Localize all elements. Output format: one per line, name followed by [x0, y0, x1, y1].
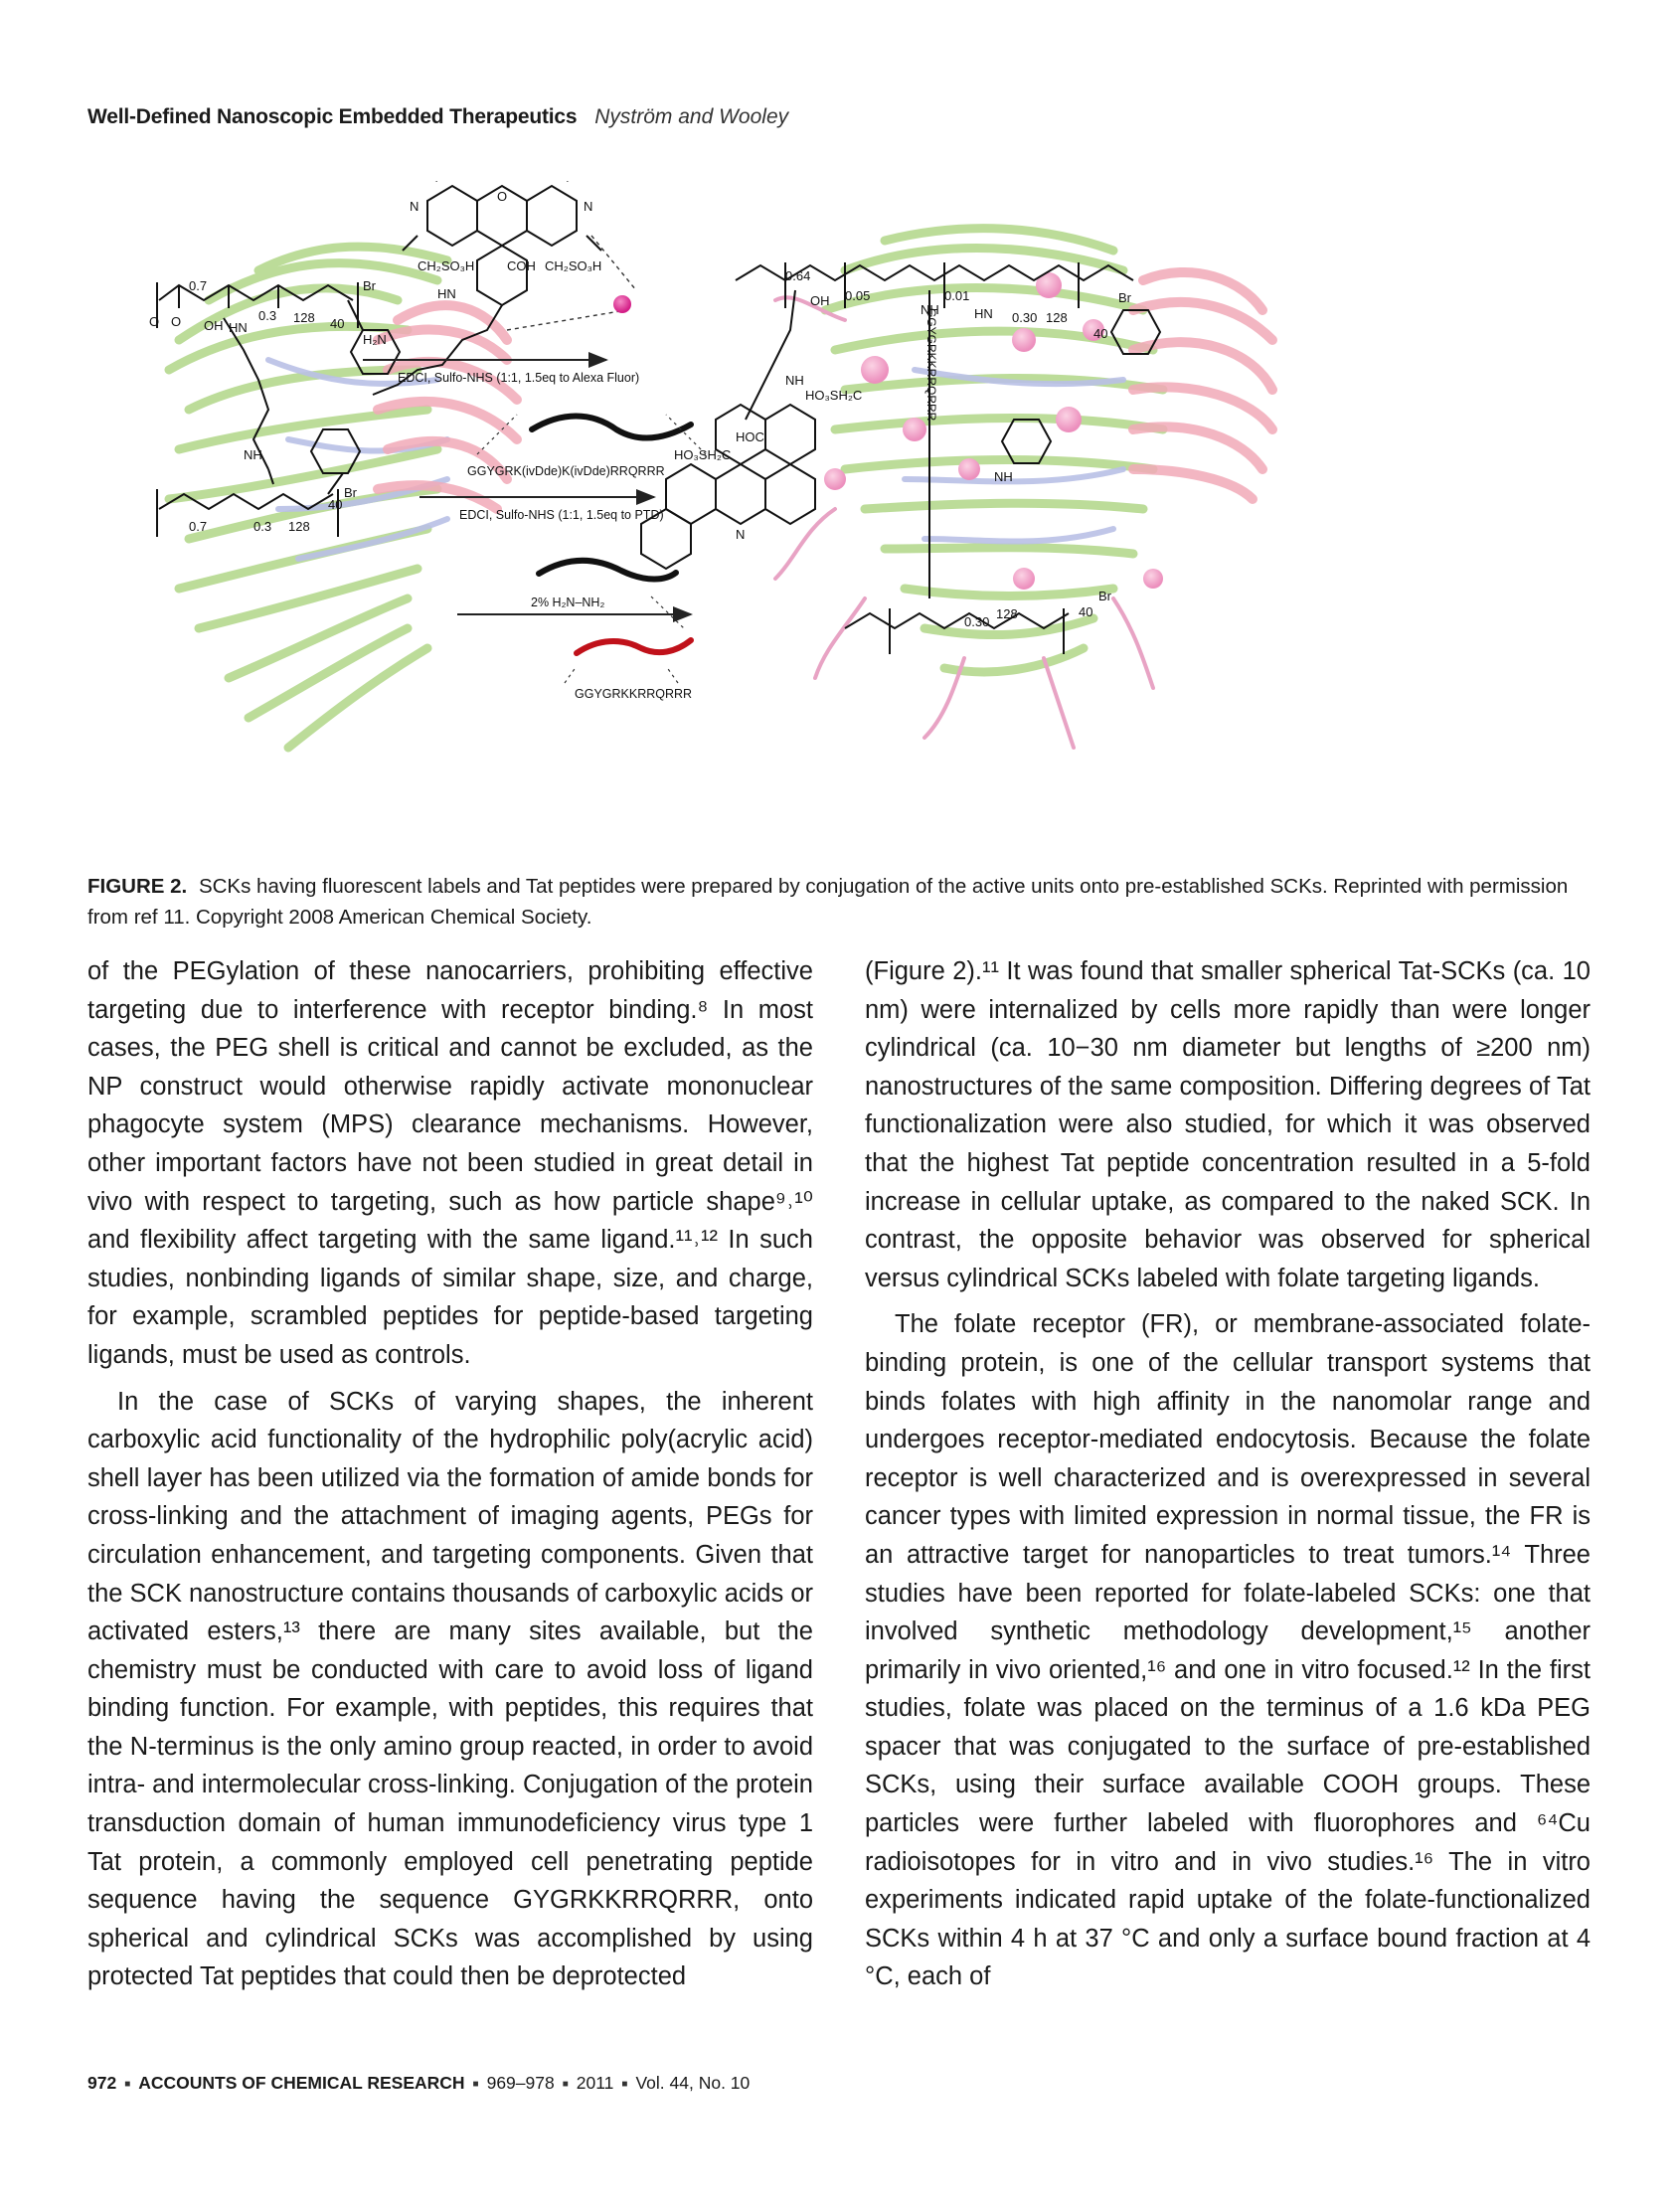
left-polymer-labels: O O OH HN 0.7 0.3 128 40 Br NH 0.7 0.3 1… [149, 278, 377, 534]
footer-separator-icon: ■ [472, 2079, 479, 2090]
right-sub-030b: 0.30 [964, 614, 989, 629]
right-peptide-vertical: GGYGRKKRRQRRR [924, 308, 938, 422]
right-polymer-structure [640, 262, 1162, 654]
right-nh-2: NH [994, 469, 1013, 484]
left-sub-07: 0.7 [189, 278, 207, 293]
peptide-chain-icon-2 [536, 557, 679, 583]
free-peptide-callout-right [665, 665, 679, 684]
right-ho3sh2c: HO₃SH₂C [805, 388, 862, 403]
left-sub-07b: 0.7 [189, 519, 207, 534]
right-paragraph-2: The folate receptor (FR), or membrane-as… [865, 1310, 1591, 1991]
body-column-right: (Figure 2).¹¹ It was found that smaller … [865, 952, 1591, 1996]
left-paragraph-2: In the case of SCKs of varying shapes, t… [87, 1387, 813, 1991]
left-hn: HN [229, 320, 248, 335]
body-column-left: of the PEGylation of these nanocarriers,… [87, 952, 813, 1996]
right-sck-dye-spheres [824, 272, 1163, 590]
figure-caption-text: SCKs having fluorescent labels and Tat p… [87, 875, 1569, 929]
alexa-dye-sphere-icon [613, 295, 631, 313]
free-peptide-seq: GGYGRKKRRQRRR [575, 687, 692, 701]
right-sub-005: 0.05 [845, 288, 870, 303]
peptide-callout-right [665, 414, 707, 455]
right-sub-128: 128 [1046, 310, 1068, 325]
right-br-b: Br [1098, 589, 1112, 603]
peptide-callout-left [476, 414, 518, 455]
deprotect-callout [650, 596, 687, 631]
figure-label: FIGURE 2. [87, 875, 188, 898]
reagent-step2: EDCI, Sulfo-NHS (1:1, 1.5eq to PTD) [459, 508, 664, 522]
right-sub-40b: 40 [1079, 604, 1092, 619]
dye-hn: HN [437, 286, 456, 301]
left-paragraph-1: of the PEGylation of these nanocarriers,… [87, 957, 813, 1369]
right-ho3sh2c-2: HO₃SH₂C [674, 447, 731, 462]
reagent-step3: 2% H₂N–NH₂ [531, 596, 604, 609]
right-sub-064: 0.64 [785, 268, 810, 283]
left-oh: OH [204, 318, 224, 333]
dye-o: O [497, 189, 507, 204]
page-range: 969–978 [486, 2073, 555, 2093]
right-oh: OH [810, 293, 830, 308]
left-sck-particle [164, 242, 522, 753]
left-o1: O [149, 314, 159, 329]
footer-separator-icon: ■ [562, 2079, 569, 2090]
right-sck-pink-core [1128, 267, 1277, 504]
dye-ch2so3h-left: CH₂SO₃H [418, 258, 474, 273]
right-br: Br [1118, 290, 1132, 305]
free-peptide-chain-icon [574, 637, 694, 656]
journal-year: 2011 [576, 2073, 614, 2093]
dye-callout-line-1 [590, 235, 637, 291]
running-head: Well-Defined Nanoscopic Embedded Therape… [87, 105, 788, 129]
figure-caption: FIGURE 2. SCKs having fluorescent labels… [87, 871, 1589, 933]
right-sub-128b: 128 [996, 606, 1018, 621]
left-polymer-structure [156, 282, 402, 537]
protected-peptide-seq: GGYGRK(ivDde)K(ivDde)RRQRRR [467, 464, 665, 478]
left-br: Br [363, 278, 377, 293]
right-sub-001: 0.01 [944, 288, 969, 303]
left-sub-03: 0.3 [258, 308, 276, 323]
journal-volume: Vol. 44, No. 10 [635, 2073, 751, 2093]
left-o2: O [171, 314, 181, 329]
left-sub-40b: 40 [328, 497, 342, 512]
reagent-step1: EDCI, Sulfo-NHS (1:1, 1.5eq to Alexa Flu… [398, 371, 639, 385]
right-sck-green-corona [820, 224, 1168, 677]
right-paragraph-1: (Figure 2).¹¹ It was found that smaller … [865, 957, 1591, 1292]
dye-n-left: N [410, 199, 419, 214]
right-nh: NH [921, 302, 939, 317]
right-polymer-labels: 0.64 0.05 0.01 0.30 128 40 Br OH NH HN N… [674, 268, 1132, 629]
dye-callout-line-2 [506, 309, 627, 331]
right-hoc: HOC [736, 429, 764, 444]
right-nh-dye: NH [785, 373, 804, 388]
dye-n-right: N [584, 199, 592, 214]
journal-name: ACCOUNTS OF CHEMICAL RESEARCH [138, 2073, 465, 2093]
right-n: N [736, 527, 745, 542]
protected-peptide-chain-icon [529, 413, 694, 441]
right-sub-030: 0.30 [1012, 310, 1037, 325]
left-br-b: Br [344, 485, 358, 500]
right-sck-blue-corona [902, 367, 1126, 545]
right-hn: HN [974, 306, 993, 321]
running-head-title: Well-Defined Nanoscopic Embedded Therape… [87, 105, 578, 128]
left-nh: NH [244, 447, 262, 462]
dye-h2n: H₂N [363, 332, 387, 347]
footer-separator-icon: ■ [621, 2079, 628, 2090]
alexa-dye-labels: N N O CH₂SO₃H COH CH₂SO₃H HN H₂N [363, 189, 601, 347]
right-sck-particle [773, 224, 1277, 750]
running-head-authors: Nyström and Wooley [594, 105, 789, 128]
left-sck-pink-core [373, 300, 522, 514]
free-peptide-callout-left [564, 665, 578, 684]
left-sub-40: 40 [330, 316, 344, 331]
figure-2-scheme: O O OH HN 0.7 0.3 128 40 Br NH 0.7 0.3 1… [149, 181, 1277, 753]
figure-2: O O OH HN 0.7 0.3 128 40 Br NH 0.7 0.3 1… [149, 181, 1561, 849]
dye-ch2so3h-right: CH₂SO₃H [545, 258, 601, 273]
right-sck-tat-peptides [773, 295, 1155, 750]
left-sub-03b: 0.3 [253, 519, 271, 534]
alexa-dye-structure [372, 181, 602, 396]
right-sub-40: 40 [1093, 326, 1107, 341]
page-footer: 972 ■ ACCOUNTS OF CHEMICAL RESEARCH ■ 969–97… [87, 2073, 750, 2094]
left-sub-128b: 128 [288, 519, 310, 534]
footer-separator-icon: ■ [124, 2079, 131, 2090]
page-number: 972 [87, 2073, 117, 2093]
dye-cooh: COH [507, 258, 536, 273]
left-sub-128: 128 [293, 310, 315, 325]
